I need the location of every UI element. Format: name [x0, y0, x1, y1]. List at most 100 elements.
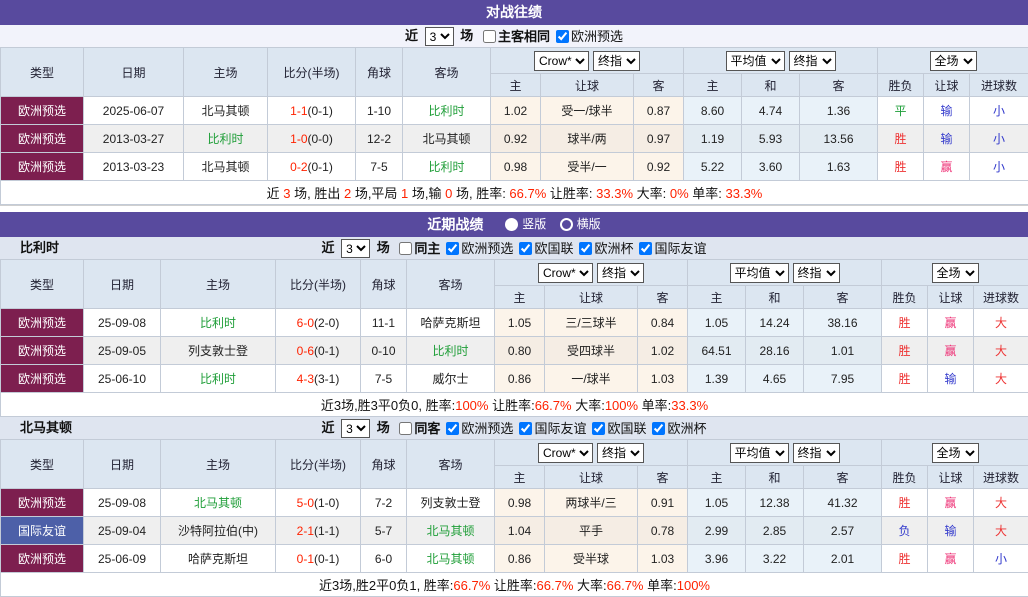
halftime-score: (0-0) — [308, 132, 333, 146]
goals-result-cell: 大 — [974, 337, 1028, 365]
euro-cup-checkbox[interactable] — [652, 422, 665, 435]
home-team-cell: 列支敦士登 — [161, 337, 276, 365]
summary-segment: 场, 胜率: — [452, 186, 509, 201]
friendly-checkbox[interactable] — [639, 242, 652, 255]
sub-avg-away: 客 — [804, 286, 882, 309]
competition-cell: 欧洲预选 — [1, 309, 84, 337]
corner-cell: 6-0 — [361, 545, 407, 573]
section-divider — [0, 205, 1028, 212]
euro-qualifiers-checkbox[interactable] — [556, 30, 569, 43]
away-odds-cell: 0.78 — [638, 517, 688, 545]
handicap-cell: 受半球 — [545, 545, 638, 573]
avg-draw-cell: 14.24 — [746, 309, 804, 337]
macedonia-match-count-select[interactable]: 3 — [341, 419, 370, 438]
nations-league-checkbox[interactable] — [592, 422, 605, 435]
avg-draw-cell: 4.65 — [746, 365, 804, 393]
fulltime-select[interactable]: 全场 — [932, 443, 979, 463]
date-cell: 25-09-08 — [84, 309, 161, 337]
col-away: 客场 — [403, 48, 491, 97]
h2h-match-count-select[interactable]: 3 — [425, 27, 454, 46]
average-select[interactable]: 平均值 — [726, 51, 785, 71]
summary-segment: 场,输 — [408, 186, 445, 201]
sub-avg-away: 客 — [800, 74, 878, 97]
belgium-match-count-select[interactable]: 3 — [341, 239, 370, 258]
goals-result-cell: 小 — [974, 545, 1028, 573]
handicap-cell: 一/球半 — [545, 365, 638, 393]
summary-segment: 单率: — [689, 186, 726, 201]
date-cell: 2013-03-27 — [84, 125, 184, 153]
vertical-layout-radio[interactable]: 竖版 — [505, 212, 546, 237]
same-home-away-checkbox-label: 主客相同 — [483, 26, 550, 48]
nations-league-checkbox[interactable] — [519, 242, 532, 255]
avg-away-cell: 7.95 — [804, 365, 882, 393]
summary-segment: 让胜率: — [488, 398, 534, 413]
same-away-checkbox[interactable] — [399, 422, 412, 435]
home-team-cell: 北马其顿 — [184, 153, 268, 181]
fulltime-select[interactable]: 全场 — [932, 263, 979, 283]
horizontal-layout-radio[interactable]: 横版 — [560, 212, 601, 237]
same-home-away-checkbox[interactable] — [483, 30, 496, 43]
handicap-cell: 受四球半 — [545, 337, 638, 365]
h2h-filter-bar: 近 3 场 主客相同欧洲预选 — [0, 25, 1028, 47]
summary-segment: 66.7% — [453, 578, 490, 593]
fulltime-select[interactable]: 全场 — [930, 51, 977, 71]
score-cell: 1-0(0-0) — [268, 125, 356, 153]
home-team-cell: 比利时 — [161, 309, 276, 337]
euro-cup-checkbox[interactable] — [579, 242, 592, 255]
competition-cell: 欧洲预选 — [1, 153, 84, 181]
final-odds-select-1[interactable]: 终指 — [597, 263, 644, 283]
average-select[interactable]: 平均值 — [730, 263, 789, 283]
euro-cup-checkbox-label: 欧洲杯 — [652, 418, 706, 440]
sub-avg-draw: 和 — [746, 286, 804, 309]
away-odds-cell: 0.92 — [634, 153, 684, 181]
away-team-cell: 哈萨克斯坦 — [407, 309, 495, 337]
h2h-summary-row: 近 3 场, 胜出 2 场,平局 1 场,输 0 场, 胜率: 66.7% 让胜… — [1, 181, 1028, 205]
handicap-result-cell: 赢 — [924, 153, 970, 181]
same-home-checkbox-label: 同主 — [399, 238, 440, 260]
away-odds-cell: 0.87 — [634, 97, 684, 125]
sub-goals: 进球数 — [970, 74, 1028, 97]
fulltime-score: 0-6 — [297, 344, 314, 358]
fulltime-group-header: 全场 — [882, 260, 1028, 286]
same-home-checkbox[interactable] — [399, 242, 412, 255]
bookmaker-select[interactable]: Crow* — [534, 51, 589, 71]
corner-cell: 12-2 — [356, 125, 403, 153]
summary-segment: 场, 胜出 — [291, 186, 344, 201]
h2h-table: 类型 日期 主场 比分(半场) 角球 客场 Crow*终指 平均值终指 全场 主… — [0, 47, 1028, 205]
summary-segment: 让胜率: — [490, 578, 536, 593]
sub-home-odds: 主 — [495, 286, 545, 309]
home-team-cell: 北马其顿 — [184, 97, 268, 125]
near-label: 近 — [322, 240, 335, 255]
halftime-score: (1-1) — [314, 524, 339, 538]
bookmaker-select[interactable]: Crow* — [538, 263, 593, 283]
avg-draw-cell: 5.93 — [742, 125, 800, 153]
result-cell: 胜 — [882, 545, 928, 573]
euro-qualifiers-checkbox[interactable] — [446, 422, 459, 435]
competition-cell: 国际友谊 — [1, 517, 84, 545]
h2h-header-top-row: 类型 日期 主场 比分(半场) 角球 客场 Crow*终指 平均值终指 全场 — [1, 48, 1028, 74]
euro-qualifiers-checkbox[interactable] — [446, 242, 459, 255]
home-odds-cell: 0.86 — [495, 545, 545, 573]
fulltime-score: 0-2 — [290, 160, 307, 174]
avg-away-cell: 2.01 — [804, 545, 882, 573]
macedonia-table: 类型 日期 主场 比分(半场) 角球 客场 Crow*终指 平均值终指 全场 主… — [0, 439, 1028, 597]
friendly-checkbox[interactable] — [519, 422, 532, 435]
final-odds-select-1[interactable]: 终指 — [597, 443, 644, 463]
belgium-header-top-row: 类型 日期 主场 比分(半场) 角球 客场 Crow*终指 平均值终指 全场 — [1, 260, 1028, 286]
final-odds-select-2[interactable]: 终指 — [793, 443, 840, 463]
bookmaker-select[interactable]: Crow* — [538, 443, 593, 463]
final-odds-select-2[interactable]: 终指 — [793, 263, 840, 283]
date-cell: 25-06-09 — [84, 545, 161, 573]
matches-label: 场 — [377, 420, 390, 435]
date-cell: 25-09-08 — [84, 489, 161, 517]
macedonia-summary-row: 近3场,胜2平0负1, 胜率:66.7% 让胜率:66.7% 大率:66.7% … — [1, 573, 1028, 597]
fulltime-score: 2-1 — [297, 524, 314, 538]
belgium-filter-bar: 比利时 近 3 场 同主欧洲预选欧国联欧洲杯国际友谊 — [0, 237, 1028, 259]
away-team-cell: 比利时 — [403, 97, 491, 125]
average-select[interactable]: 平均值 — [730, 443, 789, 463]
final-odds-select-1[interactable]: 终指 — [593, 51, 640, 71]
final-odds-select-2[interactable]: 终指 — [789, 51, 836, 71]
